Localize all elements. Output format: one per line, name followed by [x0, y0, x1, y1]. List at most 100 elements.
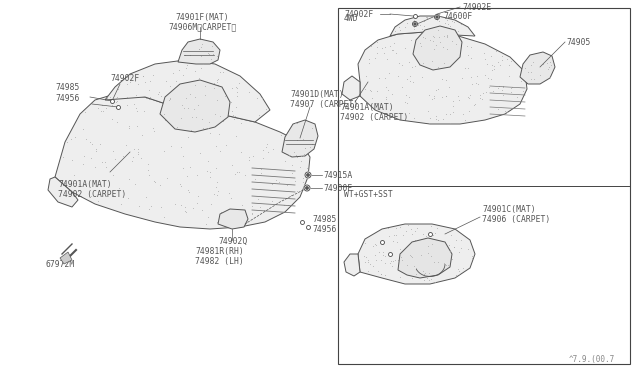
Point — [207, 121, 217, 127]
Circle shape — [435, 15, 440, 19]
Point — [282, 182, 292, 188]
Point — [406, 253, 416, 259]
Point — [78, 126, 88, 132]
Text: 74981R(RH): 74981R(RH) — [195, 247, 244, 256]
Point — [406, 37, 416, 43]
Point — [225, 99, 236, 105]
Point — [186, 103, 196, 109]
Point — [180, 65, 191, 71]
Point — [256, 170, 266, 176]
Point — [433, 64, 443, 70]
Point — [446, 232, 456, 238]
Point — [385, 44, 395, 49]
Point — [447, 98, 458, 104]
Point — [362, 257, 372, 263]
Point — [546, 62, 556, 68]
Point — [86, 155, 96, 161]
Point — [209, 110, 220, 116]
Point — [411, 15, 421, 20]
Point — [373, 249, 383, 255]
Point — [410, 63, 420, 69]
Point — [209, 80, 219, 86]
Point — [207, 43, 218, 49]
Point — [141, 194, 151, 200]
Point — [145, 203, 156, 209]
Point — [511, 94, 522, 100]
Point — [212, 97, 222, 103]
Point — [426, 223, 436, 229]
Point — [380, 44, 390, 50]
Point — [149, 178, 159, 184]
Point — [212, 79, 222, 85]
Point — [165, 95, 175, 101]
Point — [438, 24, 449, 30]
Point — [421, 15, 431, 20]
Point — [497, 53, 507, 59]
Point — [180, 204, 190, 210]
Point — [181, 125, 191, 131]
Point — [417, 26, 427, 32]
Point — [506, 58, 516, 64]
Point — [236, 149, 246, 155]
Point — [230, 113, 241, 119]
Point — [157, 100, 168, 106]
Point — [486, 76, 496, 82]
Point — [371, 257, 381, 263]
Point — [417, 74, 428, 80]
Point — [263, 149, 273, 155]
Point — [370, 55, 380, 61]
Point — [225, 190, 235, 196]
Point — [453, 93, 463, 99]
Point — [376, 271, 386, 277]
Point — [61, 139, 72, 145]
Point — [426, 276, 436, 282]
Point — [278, 147, 289, 153]
Point — [391, 51, 401, 57]
Point — [206, 201, 216, 207]
Point — [466, 74, 476, 80]
Point — [131, 105, 141, 111]
Point — [364, 102, 374, 108]
Point — [427, 58, 437, 64]
Point — [396, 254, 406, 260]
Point — [70, 134, 80, 140]
Point — [132, 108, 143, 113]
Point — [429, 46, 439, 52]
Text: 74600F: 74600F — [443, 12, 472, 21]
Point — [232, 93, 242, 99]
Point — [85, 140, 95, 145]
Point — [433, 86, 443, 92]
Point — [406, 231, 417, 237]
Point — [227, 85, 237, 91]
Point — [154, 183, 164, 189]
Point — [413, 21, 424, 27]
Point — [465, 92, 476, 98]
Point — [125, 78, 135, 84]
Point — [434, 34, 444, 40]
Point — [372, 269, 383, 275]
Point — [419, 18, 429, 24]
Point — [445, 120, 455, 126]
Point — [403, 262, 413, 268]
Point — [435, 45, 445, 51]
Point — [440, 20, 450, 26]
Point — [280, 158, 290, 164]
Point — [438, 260, 448, 266]
Polygon shape — [178, 39, 220, 64]
Point — [196, 41, 207, 47]
Point — [524, 69, 534, 75]
Point — [307, 125, 317, 131]
Point — [407, 260, 417, 266]
Point — [189, 103, 200, 109]
Point — [428, 38, 438, 44]
Point — [419, 271, 429, 277]
Point — [212, 188, 223, 194]
Point — [211, 165, 221, 171]
Point — [403, 222, 413, 228]
Point — [189, 119, 200, 125]
Point — [208, 106, 218, 112]
Point — [176, 115, 186, 121]
Point — [418, 268, 428, 274]
Point — [392, 240, 403, 246]
Point — [204, 125, 214, 131]
